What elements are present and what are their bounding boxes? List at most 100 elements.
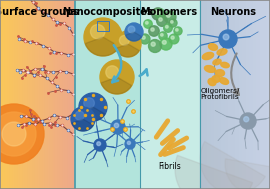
- Circle shape: [71, 107, 95, 131]
- Bar: [45, 0, 48, 189]
- Text: Oligomers/: Oligomers/: [200, 88, 240, 94]
- Ellipse shape: [217, 49, 227, 55]
- Circle shape: [171, 21, 173, 23]
- Bar: [204, 0, 208, 189]
- Bar: [97, 21, 109, 31]
- Circle shape: [169, 19, 177, 27]
- Bar: [20, 0, 23, 189]
- Bar: [238, 0, 242, 189]
- Bar: [50, 0, 53, 189]
- Circle shape: [155, 9, 165, 19]
- Circle shape: [127, 141, 130, 145]
- Bar: [0, 0, 3, 189]
- Bar: [25, 0, 28, 189]
- Circle shape: [125, 23, 143, 41]
- Wedge shape: [80, 107, 105, 121]
- Wedge shape: [200, 142, 265, 189]
- Ellipse shape: [208, 44, 218, 50]
- Bar: [48, 0, 50, 189]
- Bar: [228, 0, 232, 189]
- Bar: [42, 0, 46, 189]
- Bar: [266, 0, 270, 189]
- Wedge shape: [101, 77, 132, 94]
- Circle shape: [159, 18, 162, 21]
- Circle shape: [240, 113, 256, 129]
- Bar: [224, 0, 228, 189]
- Wedge shape: [116, 44, 139, 57]
- Bar: [38, 0, 40, 189]
- Circle shape: [166, 13, 170, 17]
- Circle shape: [148, 40, 161, 53]
- Bar: [55, 0, 58, 189]
- Circle shape: [161, 33, 163, 36]
- Bar: [12, 0, 15, 189]
- Bar: [207, 0, 211, 189]
- Text: Monomers: Monomers: [140, 7, 198, 17]
- Bar: [70, 0, 73, 189]
- Bar: [231, 0, 235, 189]
- Wedge shape: [126, 32, 142, 41]
- Circle shape: [164, 11, 176, 23]
- Bar: [256, 0, 260, 189]
- Circle shape: [219, 30, 237, 48]
- Circle shape: [75, 111, 84, 120]
- Circle shape: [162, 40, 166, 44]
- Ellipse shape: [215, 70, 225, 76]
- Ellipse shape: [220, 78, 229, 84]
- Circle shape: [169, 34, 179, 44]
- Circle shape: [79, 93, 107, 121]
- Ellipse shape: [212, 76, 220, 82]
- Bar: [68, 0, 70, 189]
- Circle shape: [151, 28, 154, 31]
- Bar: [140, 0, 200, 189]
- Circle shape: [128, 26, 135, 33]
- Circle shape: [94, 139, 106, 151]
- Circle shape: [114, 123, 119, 128]
- Circle shape: [142, 36, 145, 39]
- Circle shape: [154, 10, 158, 14]
- Circle shape: [144, 20, 152, 28]
- Bar: [52, 0, 56, 189]
- Bar: [263, 0, 267, 189]
- Circle shape: [149, 26, 159, 36]
- Circle shape: [159, 32, 167, 40]
- Bar: [75, 0, 140, 189]
- Circle shape: [140, 34, 150, 44]
- Bar: [2, 0, 5, 189]
- Bar: [60, 0, 63, 189]
- Bar: [242, 0, 246, 189]
- Ellipse shape: [202, 52, 214, 60]
- Bar: [30, 0, 33, 189]
- Text: Surface groups: Surface groups: [0, 7, 79, 17]
- Circle shape: [0, 112, 36, 156]
- Bar: [15, 0, 18, 189]
- Ellipse shape: [221, 62, 229, 68]
- Bar: [32, 0, 35, 189]
- Bar: [214, 0, 218, 189]
- Circle shape: [157, 11, 160, 14]
- Bar: [8, 0, 11, 189]
- Circle shape: [166, 26, 168, 28]
- Circle shape: [176, 29, 178, 31]
- Circle shape: [244, 117, 249, 122]
- Bar: [65, 0, 68, 189]
- Circle shape: [157, 16, 167, 26]
- Bar: [35, 0, 38, 189]
- Circle shape: [90, 24, 105, 39]
- Circle shape: [119, 35, 129, 45]
- Circle shape: [160, 38, 172, 50]
- Bar: [200, 0, 204, 189]
- Wedge shape: [175, 155, 253, 189]
- Circle shape: [106, 66, 119, 79]
- Ellipse shape: [208, 78, 216, 86]
- Circle shape: [84, 18, 122, 56]
- Bar: [58, 0, 60, 189]
- Circle shape: [100, 60, 134, 94]
- Circle shape: [171, 36, 174, 39]
- Bar: [245, 0, 249, 189]
- Bar: [73, 0, 76, 189]
- Circle shape: [84, 98, 94, 108]
- Circle shape: [115, 31, 141, 57]
- Wedge shape: [225, 159, 270, 189]
- Bar: [40, 0, 43, 189]
